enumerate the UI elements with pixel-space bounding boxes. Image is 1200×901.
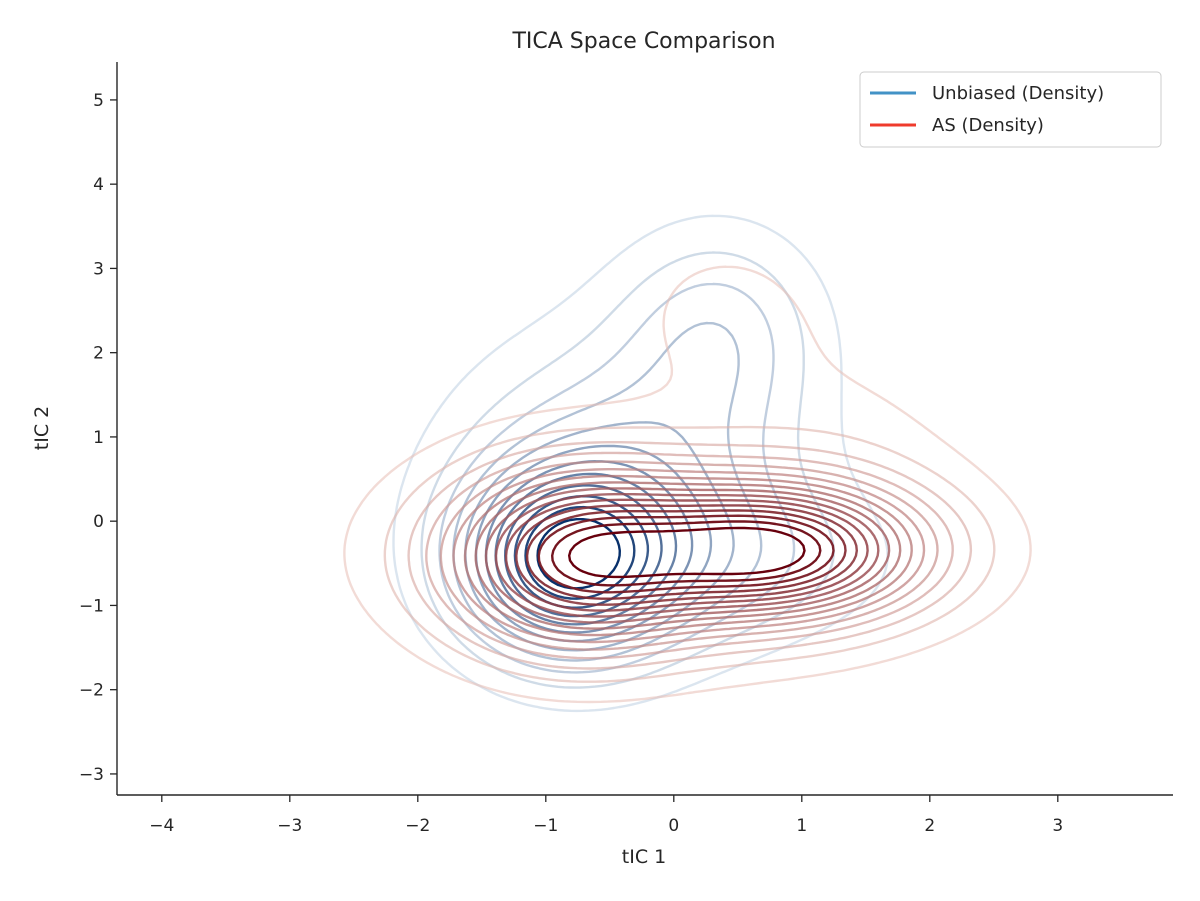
as-contour-level-13 [525, 509, 847, 600]
as-contour-level-12 [515, 504, 858, 606]
y-axis-ticks: −3 −2 −1 0 1 2 3 4 5 [79, 91, 117, 785]
as-contour-level-2 [383, 425, 996, 683]
as-contour-level-10 [494, 492, 880, 618]
as-contour-level-5 [439, 460, 939, 651]
as-contour-level-4 [425, 451, 954, 660]
x-tick-label: −1 [533, 816, 558, 836]
legend-label-as: AS (Density) [932, 115, 1044, 136]
x-tick-label: −3 [277, 816, 302, 836]
unbiased-contour-level-7 [484, 460, 694, 634]
as-contour-level-8 [474, 481, 902, 630]
y-tick-label: −3 [79, 765, 104, 785]
unbiased-contour-level-2 [420, 251, 835, 689]
y-tick-label: 5 [93, 91, 104, 111]
as-contour-level-14 [537, 514, 835, 594]
as-contour-level-6 [452, 468, 926, 644]
as-contour-level-1 [343, 265, 1032, 704]
unbiased-contour-level-11 [524, 505, 636, 600]
x-tick-label: −2 [405, 816, 430, 836]
x-tick-label: 2 [924, 816, 935, 836]
y-tick-label: 3 [93, 259, 104, 279]
unbiased-contour-level-1 [392, 214, 889, 713]
legend-label-unbiased: Unbiased (Density) [932, 83, 1104, 104]
as-contour-level-9 [484, 487, 891, 624]
y-tick-label: 2 [93, 344, 104, 364]
x-tick-label: 1 [796, 816, 807, 836]
y-tick-label: 0 [93, 512, 104, 532]
y-tick-label: −2 [79, 681, 104, 701]
x-axis-label: tIC 1 [622, 846, 666, 868]
chart-title: TICA Space Comparison [511, 29, 775, 54]
y-axis-label: tIC 2 [31, 406, 53, 450]
as-contour-level-11 [504, 498, 869, 612]
x-tick-label: 3 [1052, 816, 1063, 836]
x-tick-label: −4 [149, 816, 174, 836]
x-axis-ticks: −4 −3 −2 −1 0 1 2 3 [149, 795, 1063, 836]
y-tick-label: −1 [79, 596, 104, 616]
as-contour-level-15 [551, 520, 822, 587]
as-contour-level-7 [463, 474, 913, 637]
legend: Unbiased (Density) AS (Density) [859, 71, 1162, 148]
x-tick-label: 0 [668, 816, 679, 836]
y-tick-label: 1 [93, 428, 104, 448]
legend-box [859, 71, 1162, 148]
contour-plot-area [343, 214, 1032, 713]
as-contour-level-16 [568, 526, 806, 579]
y-tick-label: 4 [93, 175, 104, 195]
as-contour-level-3 [407, 441, 973, 670]
